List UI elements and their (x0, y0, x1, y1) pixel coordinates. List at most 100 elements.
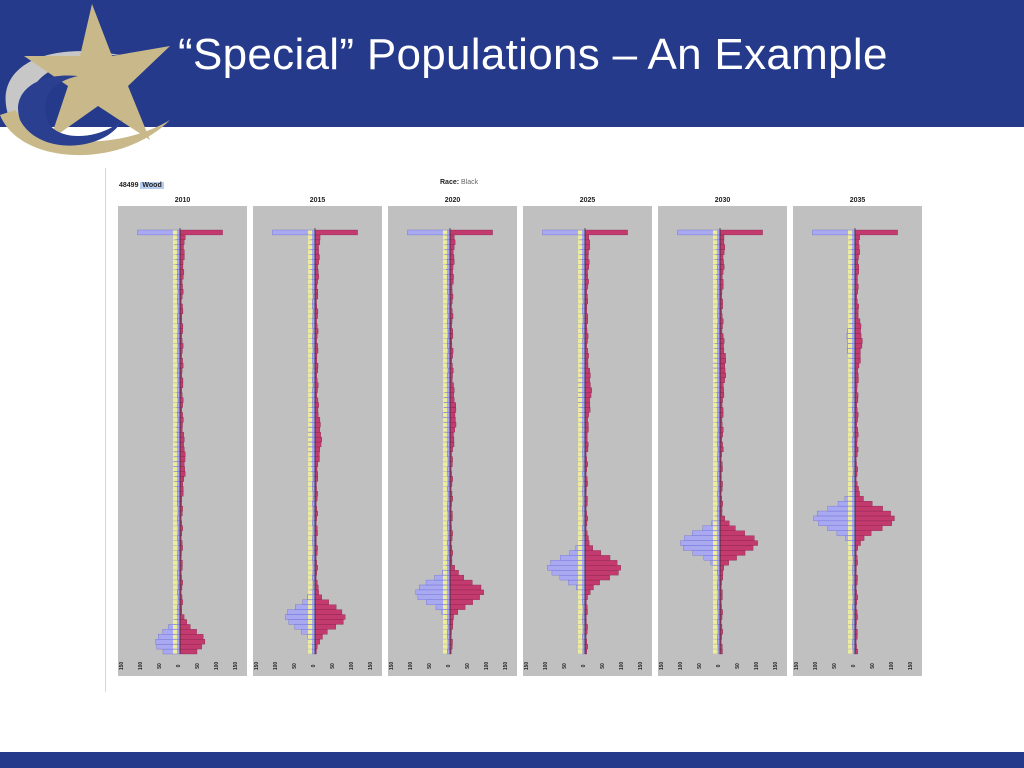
age-label-box (173, 353, 177, 358)
age-label-box (173, 531, 177, 536)
age-label-box (308, 383, 312, 388)
age-label-box (443, 600, 447, 605)
female-bar (314, 412, 319, 418)
age-label-box (443, 402, 447, 408)
race-label: Race: (440, 179, 460, 186)
age-label-box (443, 383, 447, 388)
age-label-box (848, 407, 852, 413)
female-bar (449, 274, 454, 280)
female-bar (179, 362, 184, 369)
female-bar (314, 584, 319, 591)
age-label-box (848, 467, 852, 472)
age-label-box (173, 383, 177, 388)
female-bar (584, 239, 590, 245)
female-bar (854, 377, 859, 383)
age-label-box (713, 368, 717, 373)
male-bar (311, 338, 316, 344)
female-bar (584, 333, 589, 339)
female-bar (179, 397, 184, 403)
female-bar (449, 570, 459, 576)
age-label-box (173, 373, 177, 378)
age-label-box (308, 378, 312, 383)
age-label-box (308, 600, 312, 605)
female-bar (854, 313, 859, 319)
age-label-box (173, 338, 177, 343)
age-label-box (713, 432, 717, 437)
age-label-box (848, 491, 852, 496)
female-bar (179, 614, 185, 620)
age-label-box (578, 235, 582, 240)
female-bar (179, 486, 184, 492)
female-bar (179, 289, 184, 295)
female-bar (854, 358, 861, 364)
age-label-box (173, 634, 177, 639)
age-label-box (308, 388, 312, 393)
age-label-box (713, 526, 717, 531)
age-label-box (308, 348, 312, 353)
age-label-box (578, 481, 582, 486)
age-label-box (848, 324, 852, 329)
female-bar (719, 362, 725, 369)
female-bar (449, 574, 464, 581)
male-bar (851, 550, 856, 556)
female-bar (719, 574, 723, 581)
age-label-box (848, 521, 852, 526)
age-label-box (578, 432, 582, 437)
age-label-box (578, 348, 582, 353)
male-bar (851, 387, 856, 393)
female-bar (584, 367, 590, 374)
x-tick-label: 50 (870, 663, 876, 669)
age-label-box (443, 235, 447, 240)
age-label-box (578, 304, 582, 309)
age-label-box (308, 319, 312, 324)
male-bar (312, 648, 316, 655)
female-bar (449, 254, 455, 260)
age-label-box (443, 550, 447, 555)
female-bar (449, 619, 454, 625)
age-label-box (578, 644, 582, 649)
age-label-box (443, 255, 447, 260)
age-label-box (173, 624, 177, 629)
male-bar (446, 382, 451, 388)
female-bar (719, 259, 724, 265)
age-label-box (848, 481, 852, 486)
age-label-box (713, 324, 717, 329)
age-label-box (443, 541, 447, 546)
age-label-box (578, 343, 582, 348)
age-label-box (713, 491, 717, 496)
age-label-box (173, 378, 177, 383)
age-label-box (848, 338, 852, 343)
age-label-box (308, 531, 312, 536)
female-bar (179, 461, 185, 467)
x-tick-label: 150 (638, 662, 644, 671)
age-label-box (713, 506, 717, 511)
female-bar (719, 234, 725, 241)
female-bar (584, 229, 628, 236)
female-bar (584, 274, 588, 280)
male-bar (311, 254, 316, 260)
age-label-box (308, 471, 312, 477)
age-label-box (578, 240, 582, 245)
female-bar (584, 579, 600, 586)
male-bar (581, 308, 586, 314)
age-label-box (173, 516, 177, 521)
female-bar (449, 348, 454, 354)
county-code: 48499 (119, 182, 139, 189)
age-label-box (443, 457, 447, 462)
age-label-box (848, 259, 852, 265)
female-bar (584, 545, 593, 551)
female-bar (584, 358, 589, 364)
female-bar (314, 427, 321, 433)
age-label-box (308, 476, 312, 482)
age-label-box (173, 304, 177, 309)
age-label-box (848, 393, 852, 398)
female-bar (854, 318, 861, 324)
age-label-box (713, 427, 717, 432)
female-bar (179, 328, 183, 334)
male-bar (581, 244, 586, 250)
age-label-box (848, 284, 852, 289)
female-bar (854, 353, 861, 359)
female-bar (314, 348, 319, 354)
female-bar (449, 407, 457, 413)
male-bar (568, 579, 586, 586)
